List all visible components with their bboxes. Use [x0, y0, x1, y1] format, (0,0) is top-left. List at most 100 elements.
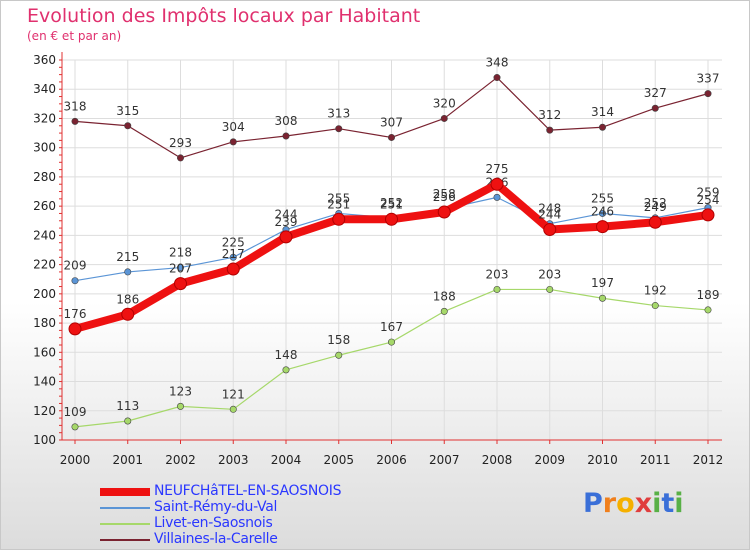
data-point — [596, 220, 609, 234]
data-point — [68, 322, 82, 336]
data-label: 248 — [538, 202, 561, 216]
data-label: 192 — [644, 284, 667, 298]
data-label: 158 — [327, 333, 350, 347]
data-point — [335, 125, 343, 133]
data-label: 225 — [222, 235, 245, 249]
data-label: 148 — [275, 348, 298, 362]
data-point — [651, 104, 659, 112]
data-point — [598, 294, 606, 302]
data-label: 176 — [64, 307, 87, 321]
data-point — [493, 193, 501, 201]
data-point — [701, 208, 715, 222]
data-label: 251 — [327, 197, 350, 211]
data-label: 327 — [644, 86, 667, 100]
data-label: 320 — [433, 96, 456, 110]
data-point — [177, 264, 185, 272]
data-label: 109 — [64, 405, 87, 419]
data-label: 313 — [327, 107, 350, 121]
data-label: 217 — [222, 247, 245, 261]
legend-label-saint-remy: Saint-Rémy-du-Val — [154, 499, 278, 515]
y-tick-label: 300 — [33, 141, 56, 155]
x-tick-label: 2008 — [482, 453, 513, 467]
data-label: 304 — [222, 120, 245, 134]
data-label: 259 — [697, 186, 720, 200]
data-point — [177, 402, 185, 410]
data-label: 215 — [116, 250, 139, 264]
logo-letter: r — [602, 488, 617, 519]
y-tick-label: 360 — [33, 53, 56, 67]
x-tick-label: 2001 — [112, 453, 143, 467]
data-label: 293 — [169, 136, 192, 150]
logo-letter: i — [674, 488, 684, 519]
data-point — [598, 123, 606, 131]
data-point — [121, 307, 135, 321]
data-point — [437, 205, 451, 219]
data-point — [229, 405, 237, 413]
logo-letter: o — [616, 488, 635, 519]
data-point — [543, 223, 557, 237]
y-tick-label: 260 — [33, 199, 56, 213]
data-point — [71, 277, 79, 285]
data-point — [335, 351, 343, 359]
data-point — [282, 366, 290, 374]
data-point — [546, 126, 554, 134]
x-tick-label: 2000 — [60, 453, 91, 467]
x-tick-label: 2011 — [640, 453, 671, 467]
data-label: 308 — [275, 114, 298, 128]
data-label: 337 — [697, 72, 720, 86]
x-tick-label: 2003 — [218, 453, 249, 467]
data-label: 197 — [591, 276, 614, 290]
y-tick-label: 220 — [33, 258, 56, 272]
data-point — [279, 230, 293, 244]
data-label: 123 — [169, 384, 192, 398]
data-label: 251 — [380, 197, 403, 211]
data-point — [124, 122, 132, 130]
logo-letter: x — [634, 488, 653, 519]
y-tick-label: 160 — [33, 345, 56, 359]
data-point — [282, 132, 290, 140]
data-point — [598, 209, 606, 217]
data-point — [124, 268, 132, 276]
data-point — [385, 212, 398, 226]
data-label: 315 — [116, 104, 139, 118]
y-tick-label: 140 — [33, 375, 56, 389]
data-point — [174, 277, 187, 291]
legend-swatch-saint-remy — [100, 507, 150, 509]
logo-letter: t — [661, 488, 675, 519]
data-point — [648, 215, 662, 229]
data-point — [440, 114, 448, 122]
data-label: 218 — [169, 246, 192, 260]
x-tick-label: 2002 — [165, 453, 196, 467]
legend-swatch-livet — [100, 523, 150, 525]
data-label: 254 — [697, 193, 720, 207]
data-point — [490, 177, 504, 191]
legend-label-villaines: Villaines-la-Carelle — [154, 531, 278, 547]
data-point — [226, 262, 240, 276]
data-label: 252 — [644, 196, 667, 210]
x-tick-label: 2009 — [534, 453, 565, 467]
y-tick-label: 240 — [33, 228, 56, 242]
legend-swatch-neufchatel — [100, 488, 150, 496]
data-point — [124, 417, 132, 425]
data-point — [229, 138, 237, 146]
y-tick-label: 340 — [33, 82, 56, 96]
data-point — [332, 212, 346, 226]
y-tick-label: 180 — [33, 316, 56, 330]
data-label: 258 — [433, 187, 456, 201]
data-label: 188 — [433, 289, 456, 303]
data-label: 255 — [591, 191, 614, 205]
y-tick-label: 200 — [33, 287, 56, 301]
data-point — [229, 253, 237, 261]
data-point — [71, 423, 79, 431]
y-tick-label: 280 — [33, 170, 56, 184]
data-label: 203 — [538, 267, 561, 281]
data-label: 209 — [64, 259, 87, 273]
data-label: 252 — [380, 196, 403, 210]
data-point — [387, 133, 395, 141]
y-tick-label: 100 — [33, 433, 56, 447]
y-tick-label: 120 — [33, 404, 56, 418]
x-tick-label: 2005 — [323, 453, 354, 467]
data-label: 244 — [275, 208, 298, 222]
